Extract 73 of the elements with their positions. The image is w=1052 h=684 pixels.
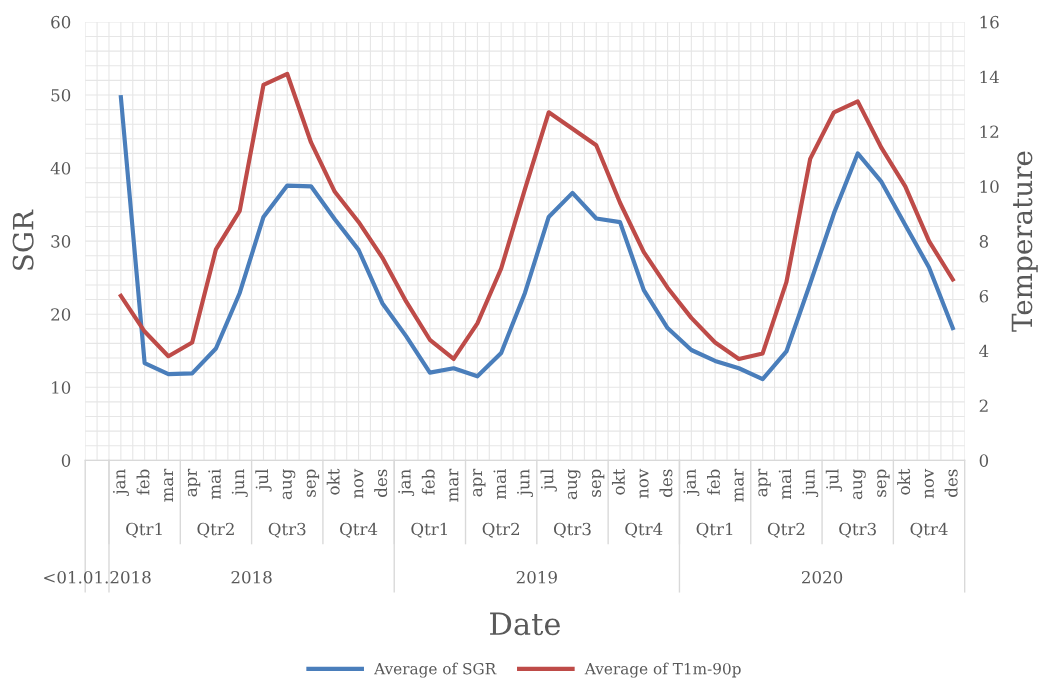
y2-tick-label: 2 xyxy=(979,399,988,412)
text: Qtr4 xyxy=(625,522,663,538)
text: Qtr3 xyxy=(268,522,306,538)
x-axis-title: Date xyxy=(490,612,560,636)
x-tick-label: mai xyxy=(493,469,507,500)
x-tick-label: apr xyxy=(758,468,771,497)
x-tick-label: jan xyxy=(398,469,415,497)
text: Qtr3 xyxy=(553,522,591,538)
text: 2020 xyxy=(801,570,843,584)
x-tick-label: nov xyxy=(924,468,934,499)
x-tick-label: des xyxy=(374,469,388,497)
y2-axis-title: Temperature xyxy=(1011,151,1038,332)
text: Qtr2 xyxy=(767,522,805,538)
x-tick-label: okt xyxy=(611,468,625,495)
x-tick-label: des xyxy=(944,469,958,497)
legend-label: Average of SGR xyxy=(374,662,497,678)
x-tick-label: jun xyxy=(802,469,819,497)
text: 2018 xyxy=(231,570,272,584)
x-tick-label: mar xyxy=(449,468,459,502)
x-tick-label: sep xyxy=(877,469,890,497)
text: Qtr4 xyxy=(340,522,378,538)
x-tick-label: okt xyxy=(897,468,911,495)
x-tick-label: mar xyxy=(734,468,744,502)
y2-tick-label: 16 xyxy=(980,15,999,29)
x-tick-label: des xyxy=(659,469,673,497)
y-tick-label: 30 xyxy=(51,235,71,248)
x-tick-label: nov xyxy=(354,468,364,499)
x-tick-label: jan xyxy=(112,469,129,497)
y-tick-label: 20 xyxy=(51,308,71,321)
y-tick-label: 40 xyxy=(50,162,71,175)
y-tick-label: 50 xyxy=(51,88,71,102)
text: Qtr3 xyxy=(839,522,876,538)
x-tick-label: mai xyxy=(778,469,792,500)
y2-tick-label: 14 xyxy=(980,70,999,84)
y2-tick-label: 8 xyxy=(979,235,989,248)
y-tick-label: 10 xyxy=(52,381,71,394)
text: <01.01.2018 xyxy=(44,570,151,584)
x-tick-label: apr xyxy=(187,468,201,497)
text: Qtr1 xyxy=(126,522,162,538)
x-tick-label: jul xyxy=(825,469,843,492)
x-tick-label: feb xyxy=(136,469,150,495)
x-tick-label: jun xyxy=(231,469,248,497)
text: Qtr2 xyxy=(197,522,234,538)
x-tick-label: nov xyxy=(639,468,649,499)
x-tick-label: aug xyxy=(567,469,581,500)
x-tick-label: aug xyxy=(282,469,296,500)
y2-tick-label: 0 xyxy=(979,454,989,467)
x-tick-label: mar xyxy=(164,468,174,502)
x-tick-label: sep xyxy=(306,469,320,497)
text: Qtr1 xyxy=(411,522,447,538)
text: Qtr2 xyxy=(482,522,520,538)
y2-tick-label: 10 xyxy=(980,180,999,193)
text: Qtr1 xyxy=(696,522,733,538)
x-tick-label: feb xyxy=(707,469,720,495)
x-tick-label: jan xyxy=(683,469,700,497)
y2-tick-label: 6 xyxy=(979,289,989,303)
y2-tick-label: 4 xyxy=(979,344,989,358)
text: 2019 xyxy=(516,570,557,584)
x-tick-label: apr xyxy=(473,468,486,497)
y-tick-label: 0 xyxy=(61,454,71,467)
text: Qtr4 xyxy=(910,522,948,538)
x-tick-label: jul xyxy=(255,469,272,492)
x-tick-label: feb xyxy=(421,469,435,495)
x-tick-label: okt xyxy=(326,468,340,495)
x-tick-label: aug xyxy=(853,469,866,500)
y-axis-title: SGR xyxy=(12,209,34,270)
x-tick-label: sep xyxy=(591,469,605,497)
x-tick-label: mai xyxy=(208,469,221,500)
x-tick-label: jul xyxy=(540,469,557,492)
y2-tick-label: 12 xyxy=(980,125,999,138)
y-tick-label: 60 xyxy=(51,15,71,29)
legend-label: Average of T1m-90p xyxy=(584,662,741,678)
x-tick-label: jun xyxy=(517,469,534,497)
